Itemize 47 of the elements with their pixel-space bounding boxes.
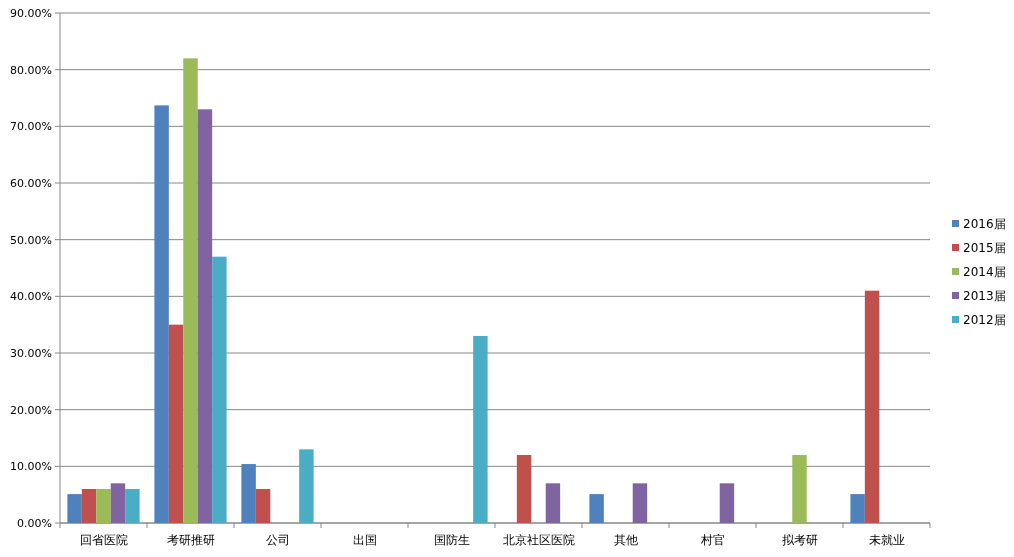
bar	[96, 489, 111, 523]
x-tick-label: 公司	[265, 533, 290, 547]
bar	[81, 489, 97, 523]
x-tick-label: 其他	[613, 533, 638, 547]
legend-label: 2014届	[963, 265, 1006, 279]
bar	[719, 483, 735, 523]
x-tick-label: 出国	[352, 533, 377, 547]
bar	[154, 105, 169, 523]
bar	[792, 455, 807, 523]
y-tick-label: 20.00%	[10, 403, 52, 417]
x-tick-label: 未就业	[868, 533, 905, 547]
legend-label: 2012届	[963, 313, 1006, 327]
bar	[197, 109, 213, 523]
bar	[299, 449, 314, 523]
bar	[110, 483, 126, 523]
y-tick-label: 40.00%	[10, 290, 52, 304]
bar	[589, 494, 604, 523]
y-tick-label: 0.00%	[17, 517, 52, 530]
bar	[864, 290, 880, 523]
bar	[241, 464, 256, 523]
legend-label: 2016届	[963, 217, 1006, 231]
y-tick-label: 50.00%	[10, 233, 52, 247]
legend-label: 2015届	[963, 241, 1006, 255]
y-tick-label: 80.00%	[10, 63, 52, 77]
bar	[168, 324, 184, 523]
x-tick-label: 考研推研	[166, 533, 215, 547]
x-tick-label: 北京社区医院	[502, 533, 575, 547]
bar	[473, 336, 488, 523]
y-tick-label: 60.00%	[10, 177, 52, 190]
legend-label: 2013届	[963, 289, 1006, 303]
bar	[67, 494, 82, 523]
bar	[545, 483, 561, 523]
x-tick-label: 拟考研	[781, 533, 818, 547]
bar	[516, 455, 532, 523]
bar	[183, 58, 198, 523]
x-tick-label: 回省医院	[79, 533, 128, 547]
y-tick-label: 90.00%	[10, 7, 52, 20]
bar	[125, 489, 140, 523]
y-tick-label: 70.00%	[10, 120, 52, 134]
y-tick-label: 30.00%	[10, 347, 52, 360]
bar	[255, 489, 271, 523]
bar	[212, 256, 227, 523]
bar	[632, 483, 648, 523]
bar	[850, 494, 865, 523]
y-tick-label: 10.00%	[10, 460, 52, 474]
x-tick-label: 村官	[699, 533, 725, 547]
x-tick-label: 国防生	[433, 533, 470, 547]
